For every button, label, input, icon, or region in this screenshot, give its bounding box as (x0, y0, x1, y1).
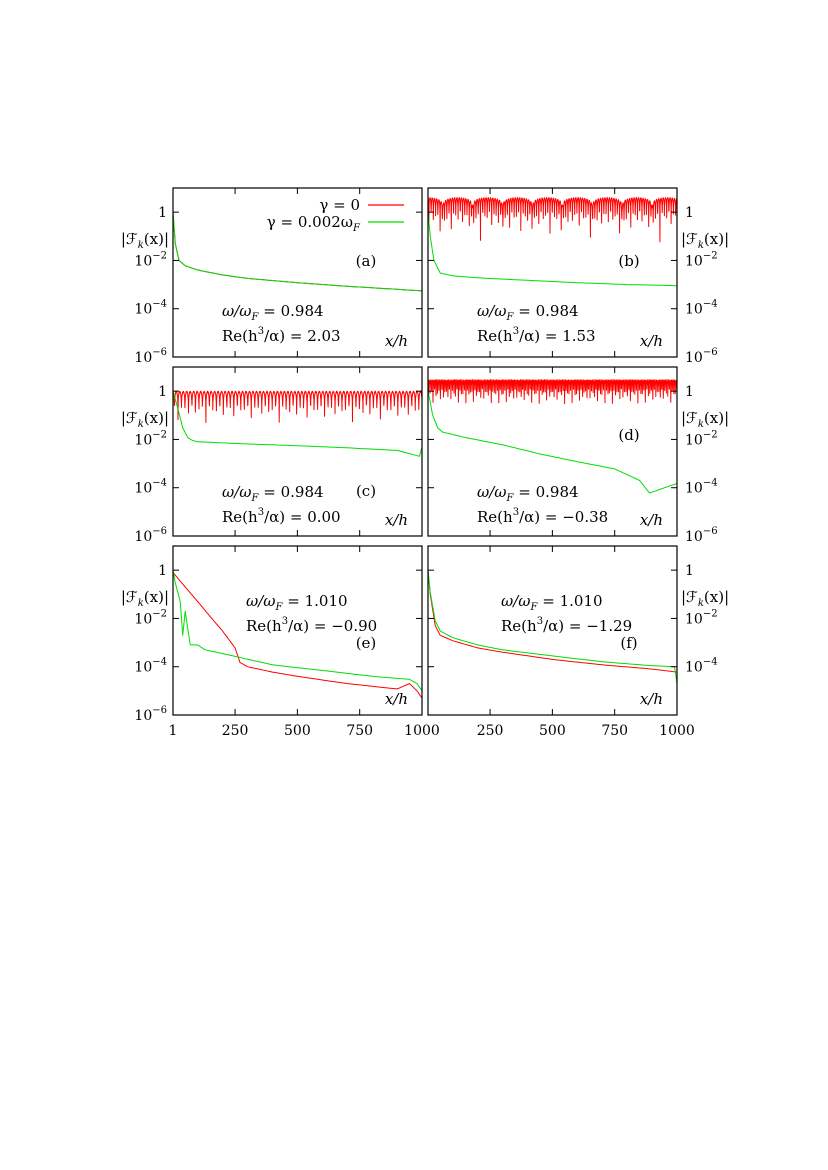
x-axis-label: x/h (385, 332, 408, 350)
y-tick-label: 10−6 (134, 526, 167, 545)
series-line (173, 390, 422, 457)
series-gamma-0-b (428, 197, 677, 243)
x-tick-label: 1000 (404, 723, 440, 739)
series-gamma-0-002-a (173, 212, 422, 292)
y-tick-label: 10−2 (685, 250, 718, 269)
x-axis-label: x/h (640, 511, 663, 529)
panel-label: (f) (620, 634, 637, 652)
y-tick-label: 10−6 (134, 705, 167, 724)
panel-label: (c) (356, 482, 376, 500)
annotation-re-ratio: Re(h3/α) = 2.03 (222, 326, 341, 345)
panel-d: 1 10−2 10−4 10−6 |ℱk(x)| x/h (d) ω/ωF = 0.984 Re… (427, 366, 729, 545)
y-axis-label: |ℱk(x)| (121, 230, 169, 251)
series-gamma-0-002-e (173, 570, 422, 692)
series-line (173, 570, 422, 692)
x-tick-label: 500 (284, 723, 311, 739)
x-tick-label: 250 (477, 723, 504, 739)
annotation-frequency: ω/ωF = 1.010 (246, 592, 348, 613)
x-tick-label: 500 (539, 723, 566, 739)
y-tick-label: 10−2 (134, 608, 167, 627)
y-axis-label: |ℱk(x)| (681, 409, 729, 430)
series-line (173, 572, 422, 699)
x-tick-label: 250 (222, 723, 249, 739)
legend: γ = 0γ = 0.002ωF (267, 196, 404, 234)
legend-label: γ = 0 (319, 196, 360, 214)
panel-label: (d) (618, 426, 639, 444)
series-gamma-0-e (173, 572, 422, 699)
x-tick-label: 1 (169, 723, 178, 739)
annotation-frequency: ω/ωF = 0.984 (222, 302, 324, 323)
y-tick-label: 10−4 (685, 299, 718, 318)
y-axis-label: |ℱk(x)| (681, 230, 729, 251)
y-tick-label: 1 (158, 384, 167, 400)
series-gamma-0-c (173, 390, 422, 423)
y-tick-label: 10−6 (685, 347, 718, 366)
legend-label: γ = 0.002ωF (267, 213, 361, 234)
series-line (428, 570, 677, 673)
y-axis-label: |ℱk(x)| (121, 409, 169, 430)
x-tick-label: 750 (346, 723, 373, 739)
panel-c: 1 10−2 10−4 10−6 |ℱk(x)| x/h (c) ω/ωF = 0.984 Re… (121, 366, 423, 545)
series-line (428, 197, 677, 243)
x-axis-label: x/h (385, 511, 408, 529)
y-tick-label: 1 (685, 563, 694, 579)
y-tick-label: 10−2 (134, 429, 167, 448)
y-tick-label: 1 (158, 205, 167, 221)
panel-f: 1 10−2 10−4 250 500 750 1000 |ℱk(x)| x/h (f) ω/ωF … (427, 545, 729, 739)
panel-e: 110−210−410−61 250 500 750 1000|ℱk(x)|x/h(e)… (121, 545, 440, 739)
annotation-frequency: ω/ωF = 0.984 (477, 302, 579, 323)
panel-b: 1 10−2 10−4 10−6 |ℱk(x)| x/h (b) ω/ωF = 0.984 Re… (427, 187, 729, 366)
x-axis-label: x/h (640, 690, 663, 708)
series-gamma-0-002-d (428, 391, 677, 494)
series-line (428, 570, 677, 684)
annotation-re-ratio: Re(h3/α) = 0.00 (222, 507, 341, 526)
series-gamma-0-002-b (428, 212, 677, 287)
x-axis-label: x/h (640, 332, 663, 350)
series-gamma-0-f (428, 570, 677, 673)
panel-label: (a) (356, 252, 377, 270)
series-gamma-0-d (428, 379, 677, 405)
panel-label: (b) (618, 252, 639, 270)
series-line (428, 391, 677, 494)
y-tick-label: 10−2 (685, 608, 718, 627)
y-tick-label: 10−2 (134, 250, 167, 269)
y-tick-label: 10−4 (134, 657, 167, 676)
y-tick-label: 10−6 (134, 347, 167, 366)
panels: 1 10−2 10−4 10−6 |ℱk(x)| x/h (a) ω/ωF = 0.984 Re… (121, 187, 729, 739)
annotation-frequency: ω/ωF = 1.010 (501, 592, 603, 613)
annotation-frequency: ω/ωF = 0.984 (477, 483, 579, 504)
series-line (173, 390, 422, 423)
y-tick-label: 1 (158, 563, 167, 579)
y-tick-label: 1 (685, 384, 694, 400)
y-tick-label: 10−4 (134, 478, 167, 497)
y-axis-label: |ℱk(x)| (121, 588, 169, 609)
y-tick-label: 10−4 (685, 478, 718, 497)
series-line (173, 212, 422, 292)
y-tick-label: 10−2 (685, 429, 718, 448)
y-axis-label: |ℱk(x)| (681, 588, 729, 609)
annotation-frequency: ω/ωF = 0.984 (222, 483, 324, 504)
y-tick-label: 10−6 (685, 526, 718, 545)
panel-a: 1 10−2 10−4 10−6 |ℱk(x)| x/h (a) ω/ωF = 0.984 Re… (121, 187, 423, 366)
series-line (428, 379, 677, 405)
annotation-re-ratio: Re(h3/α) = −0.38 (477, 507, 608, 526)
x-tick-label: 750 (601, 723, 628, 739)
x-tick-label: 1000 (659, 723, 695, 739)
panel-label: (e) (356, 634, 377, 652)
series-gamma-0-002-f (428, 570, 677, 684)
annotation-re-ratio: Re(h3/α) = −1.29 (501, 616, 632, 635)
y-tick-label: 10−4 (134, 299, 167, 318)
annotation-re-ratio: Re(h3/α) = 1.53 (477, 326, 596, 345)
series-gamma-0-002-c (173, 390, 422, 457)
x-axis-label: x/h (385, 690, 408, 708)
series-line (428, 212, 677, 287)
y-tick-label: 1 (685, 205, 694, 221)
annotation-re-ratio: Re(h3/α) = −0.90 (246, 616, 377, 635)
y-tick-label: 10−4 (685, 657, 718, 676)
